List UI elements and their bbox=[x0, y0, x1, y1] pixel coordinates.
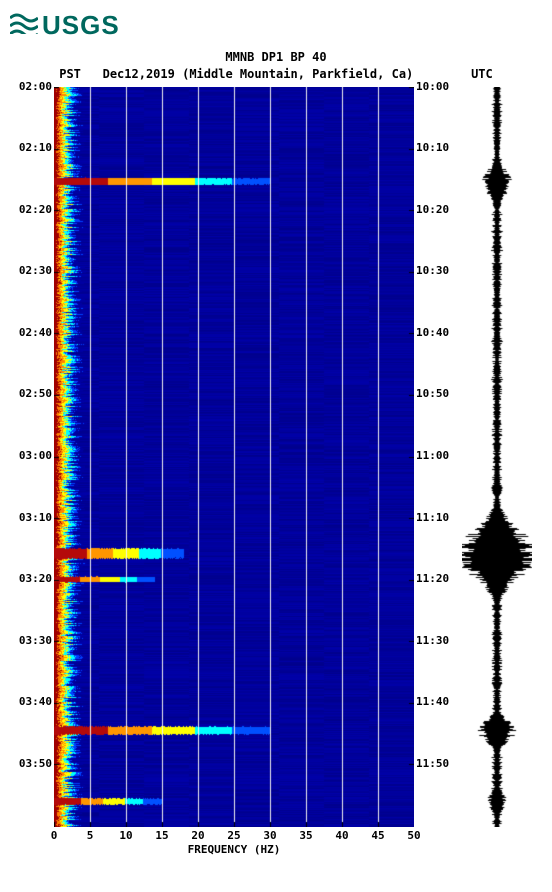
right-time-tick: 11:40 bbox=[416, 696, 458, 708]
seismogram-canvas bbox=[462, 87, 532, 827]
usgs-wave-icon bbox=[10, 12, 38, 39]
left-time-tick: 02:10 bbox=[10, 142, 52, 154]
frequency-tick: 25 bbox=[227, 829, 240, 842]
frequency-axis-label: FREQUENCY (HZ) bbox=[54, 843, 414, 856]
left-time-tick: 03:20 bbox=[10, 573, 52, 585]
frequency-tick: 50 bbox=[407, 829, 420, 842]
left-time-tick: 03:30 bbox=[10, 635, 52, 647]
left-time-tick: 03:00 bbox=[10, 450, 52, 462]
right-time-axis: 10:0010:1010:2010:3010:4010:5011:0011:10… bbox=[414, 87, 458, 827]
right-time-tick: 10:20 bbox=[416, 204, 458, 216]
frequency-tick: 20 bbox=[191, 829, 204, 842]
usgs-logo: USGS bbox=[10, 10, 542, 41]
left-time-tick: 02:30 bbox=[10, 265, 52, 277]
right-time-tick: 11:00 bbox=[416, 450, 458, 462]
frequency-tick: 40 bbox=[335, 829, 348, 842]
frequency-tick: 5 bbox=[87, 829, 94, 842]
left-time-tick: 02:20 bbox=[10, 204, 52, 216]
right-time-tick: 11:10 bbox=[416, 512, 458, 524]
right-time-tick: 10:30 bbox=[416, 265, 458, 277]
left-time-tick: 02:40 bbox=[10, 327, 52, 339]
usgs-logo-text: USGS bbox=[42, 10, 120, 41]
chart-location: (Middle Mountain, Parkfield, Ca) bbox=[182, 67, 413, 81]
right-time-tick: 11:50 bbox=[416, 758, 458, 770]
chart-header: MMNB DP1 BP 40 PST Dec12,2019 (Middle Mo… bbox=[10, 49, 542, 83]
right-tz-label: UTC bbox=[471, 67, 493, 81]
right-time-tick: 10:50 bbox=[416, 388, 458, 400]
frequency-tick: 35 bbox=[299, 829, 312, 842]
frequency-tick: 45 bbox=[371, 829, 384, 842]
frequency-tick: 10 bbox=[119, 829, 132, 842]
right-time-tick: 11:20 bbox=[416, 573, 458, 585]
left-time-tick: 03:10 bbox=[10, 512, 52, 524]
left-time-tick: 02:50 bbox=[10, 388, 52, 400]
chart-date: Dec12,2019 bbox=[103, 67, 175, 81]
right-time-tick: 10:10 bbox=[416, 142, 458, 154]
frequency-axis: 05101520253035404550 FREQUENCY (HZ) bbox=[54, 827, 414, 867]
spectrogram-canvas bbox=[54, 87, 414, 827]
left-time-tick: 02:00 bbox=[10, 81, 52, 93]
plot-row: 02:0002:1002:2002:3002:4002:5003:0003:10… bbox=[10, 87, 542, 827]
left-time-axis: 02:0002:1002:2002:3002:4002:5003:0003:10… bbox=[10, 87, 54, 827]
chart-title: MMNB DP1 BP 40 bbox=[10, 49, 542, 66]
right-time-tick: 10:40 bbox=[416, 327, 458, 339]
frequency-tick: 15 bbox=[155, 829, 168, 842]
left-time-tick: 03:50 bbox=[10, 758, 52, 770]
right-time-tick: 10:00 bbox=[416, 81, 458, 93]
right-time-tick: 11:30 bbox=[416, 635, 458, 647]
frequency-tick: 0 bbox=[51, 829, 58, 842]
left-time-tick: 03:40 bbox=[10, 696, 52, 708]
spectrogram-box bbox=[54, 87, 414, 827]
frequency-tick: 30 bbox=[263, 829, 276, 842]
left-tz-label: PST bbox=[59, 67, 81, 81]
